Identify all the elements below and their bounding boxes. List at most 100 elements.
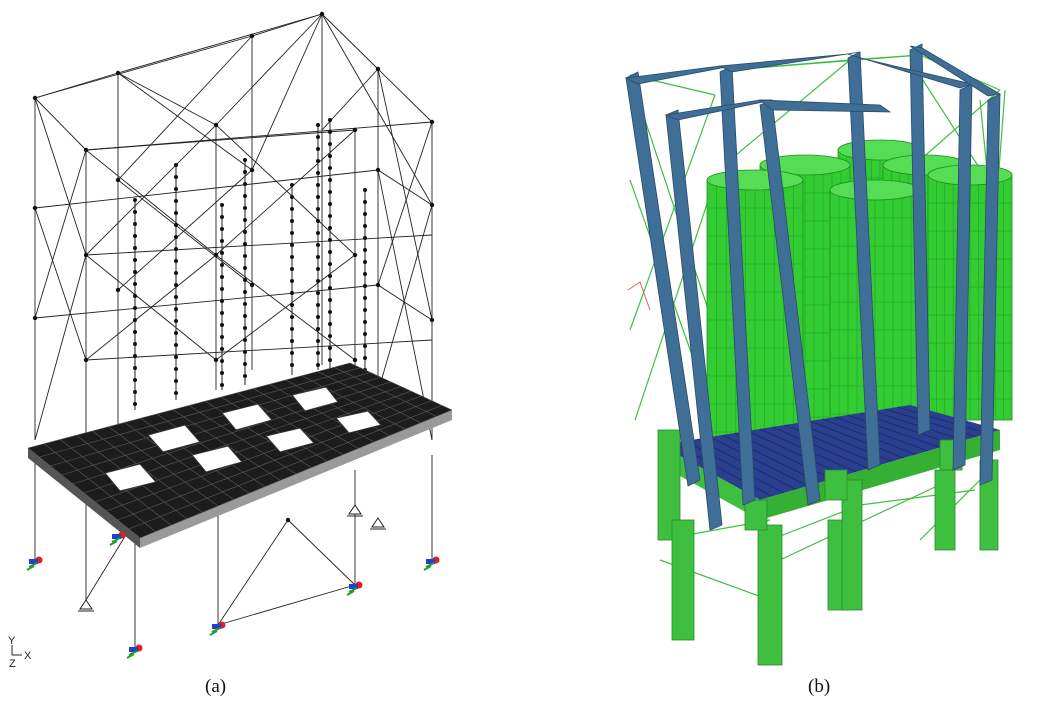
node-dot: [290, 243, 294, 247]
support-symbols: [26, 531, 440, 659]
node-dot: [174, 235, 178, 239]
red-marker: [627, 281, 651, 311]
node-dot: [174, 283, 178, 287]
node-dot: [174, 187, 178, 191]
node-dot: [316, 207, 320, 211]
node-dot: [290, 327, 294, 331]
slab-mesh-line: [117, 400, 432, 521]
deck-grid-line: [772, 426, 869, 469]
node-dot: [290, 183, 294, 187]
node-dot: [316, 171, 320, 175]
node-dot: [174, 199, 178, 203]
node-dot: [363, 236, 367, 240]
slab-mesh-line: [39, 367, 361, 458]
frame-node: [375, 282, 381, 288]
frame-node: [213, 357, 219, 363]
node-dot: [328, 262, 332, 266]
slab-mesh-line: [72, 381, 391, 485]
frame-node: [429, 119, 435, 125]
node-dot: [174, 223, 178, 227]
node-dot: [174, 391, 178, 395]
node-dot: [328, 238, 332, 242]
frame-node: [352, 357, 358, 363]
node-dot: [316, 327, 320, 331]
node-dot: [316, 351, 320, 355]
node-dot: [133, 246, 137, 250]
frame-node: [249, 167, 255, 173]
node-dot: [363, 272, 367, 276]
node-dot: [243, 206, 247, 210]
caption-panel-a: (a): [205, 676, 227, 697]
node-dot: [243, 362, 247, 366]
fixed-support-icon: [346, 581, 363, 596]
node-dot: [133, 258, 137, 262]
node-dot: [220, 371, 224, 375]
node-dot: [316, 135, 320, 139]
node-dot: [133, 210, 137, 214]
node-dot: [363, 296, 367, 300]
node-dot: [243, 218, 247, 222]
node-dot: [316, 363, 320, 367]
node-dot: [174, 319, 178, 323]
frame-node: [285, 517, 291, 523]
node-dot: [174, 175, 178, 179]
slab-openings: [104, 386, 382, 492]
axis-label-y: Y: [8, 635, 16, 647]
pin-supports: [78, 504, 386, 612]
node-dot: [220, 347, 224, 351]
node-dot: [243, 302, 247, 306]
frame-node: [83, 357, 89, 363]
node-dot: [243, 158, 247, 162]
node-dot: [133, 378, 137, 382]
frame-node: [319, 11, 325, 17]
node-dot: [243, 242, 247, 246]
node-dot: [316, 267, 320, 271]
node-dot: [133, 402, 137, 406]
node-dot: [243, 290, 247, 294]
node-dot: [174, 343, 178, 347]
node-dot: [174, 211, 178, 215]
fixed-support-icon: [209, 621, 226, 636]
node-dot: [133, 282, 137, 286]
deck-grid-line: [834, 416, 929, 452]
node-dot: [328, 214, 332, 218]
frame-node: [83, 252, 89, 258]
node-dot: [220, 383, 224, 387]
frame-node: [32, 205, 38, 211]
green-legs: [657, 429, 999, 666]
caption-panel-b: (b): [808, 676, 831, 697]
node-dot: [328, 226, 332, 230]
node-dot: [363, 248, 367, 252]
node-dot: [220, 359, 224, 363]
frame-node: [429, 202, 435, 208]
node-dot: [290, 363, 294, 367]
node-dot: [328, 358, 332, 362]
node-dot: [328, 130, 332, 134]
node-dot: [133, 306, 137, 310]
frame-node: [249, 282, 255, 288]
node-dot: [328, 298, 332, 302]
slab-mesh-line: [50, 372, 371, 467]
frame-node: [32, 95, 38, 101]
node-dot: [290, 207, 294, 211]
frame-node: [32, 315, 38, 321]
axis-label-z: Z: [9, 658, 16, 670]
node-dot: [174, 367, 178, 371]
panel-b-rendered-model: [580, 0, 1053, 670]
node-dot: [174, 307, 178, 311]
node-dot: [133, 342, 137, 346]
deck-grid-line: [709, 436, 809, 487]
node-dot: [174, 379, 178, 383]
panel-a-wireframe-model: Y X Z: [0, 0, 460, 670]
fixed-support-icon: [26, 556, 43, 571]
node-dot: [316, 123, 320, 127]
node-dots: [32, 11, 435, 523]
node-dot: [316, 255, 320, 259]
node-dot: [328, 286, 332, 290]
node-dot: [316, 339, 320, 343]
node-dot: [290, 291, 294, 295]
node-dot: [133, 198, 137, 202]
node-dot: [243, 350, 247, 354]
node-dot: [290, 315, 294, 319]
node-dot: [290, 219, 294, 223]
